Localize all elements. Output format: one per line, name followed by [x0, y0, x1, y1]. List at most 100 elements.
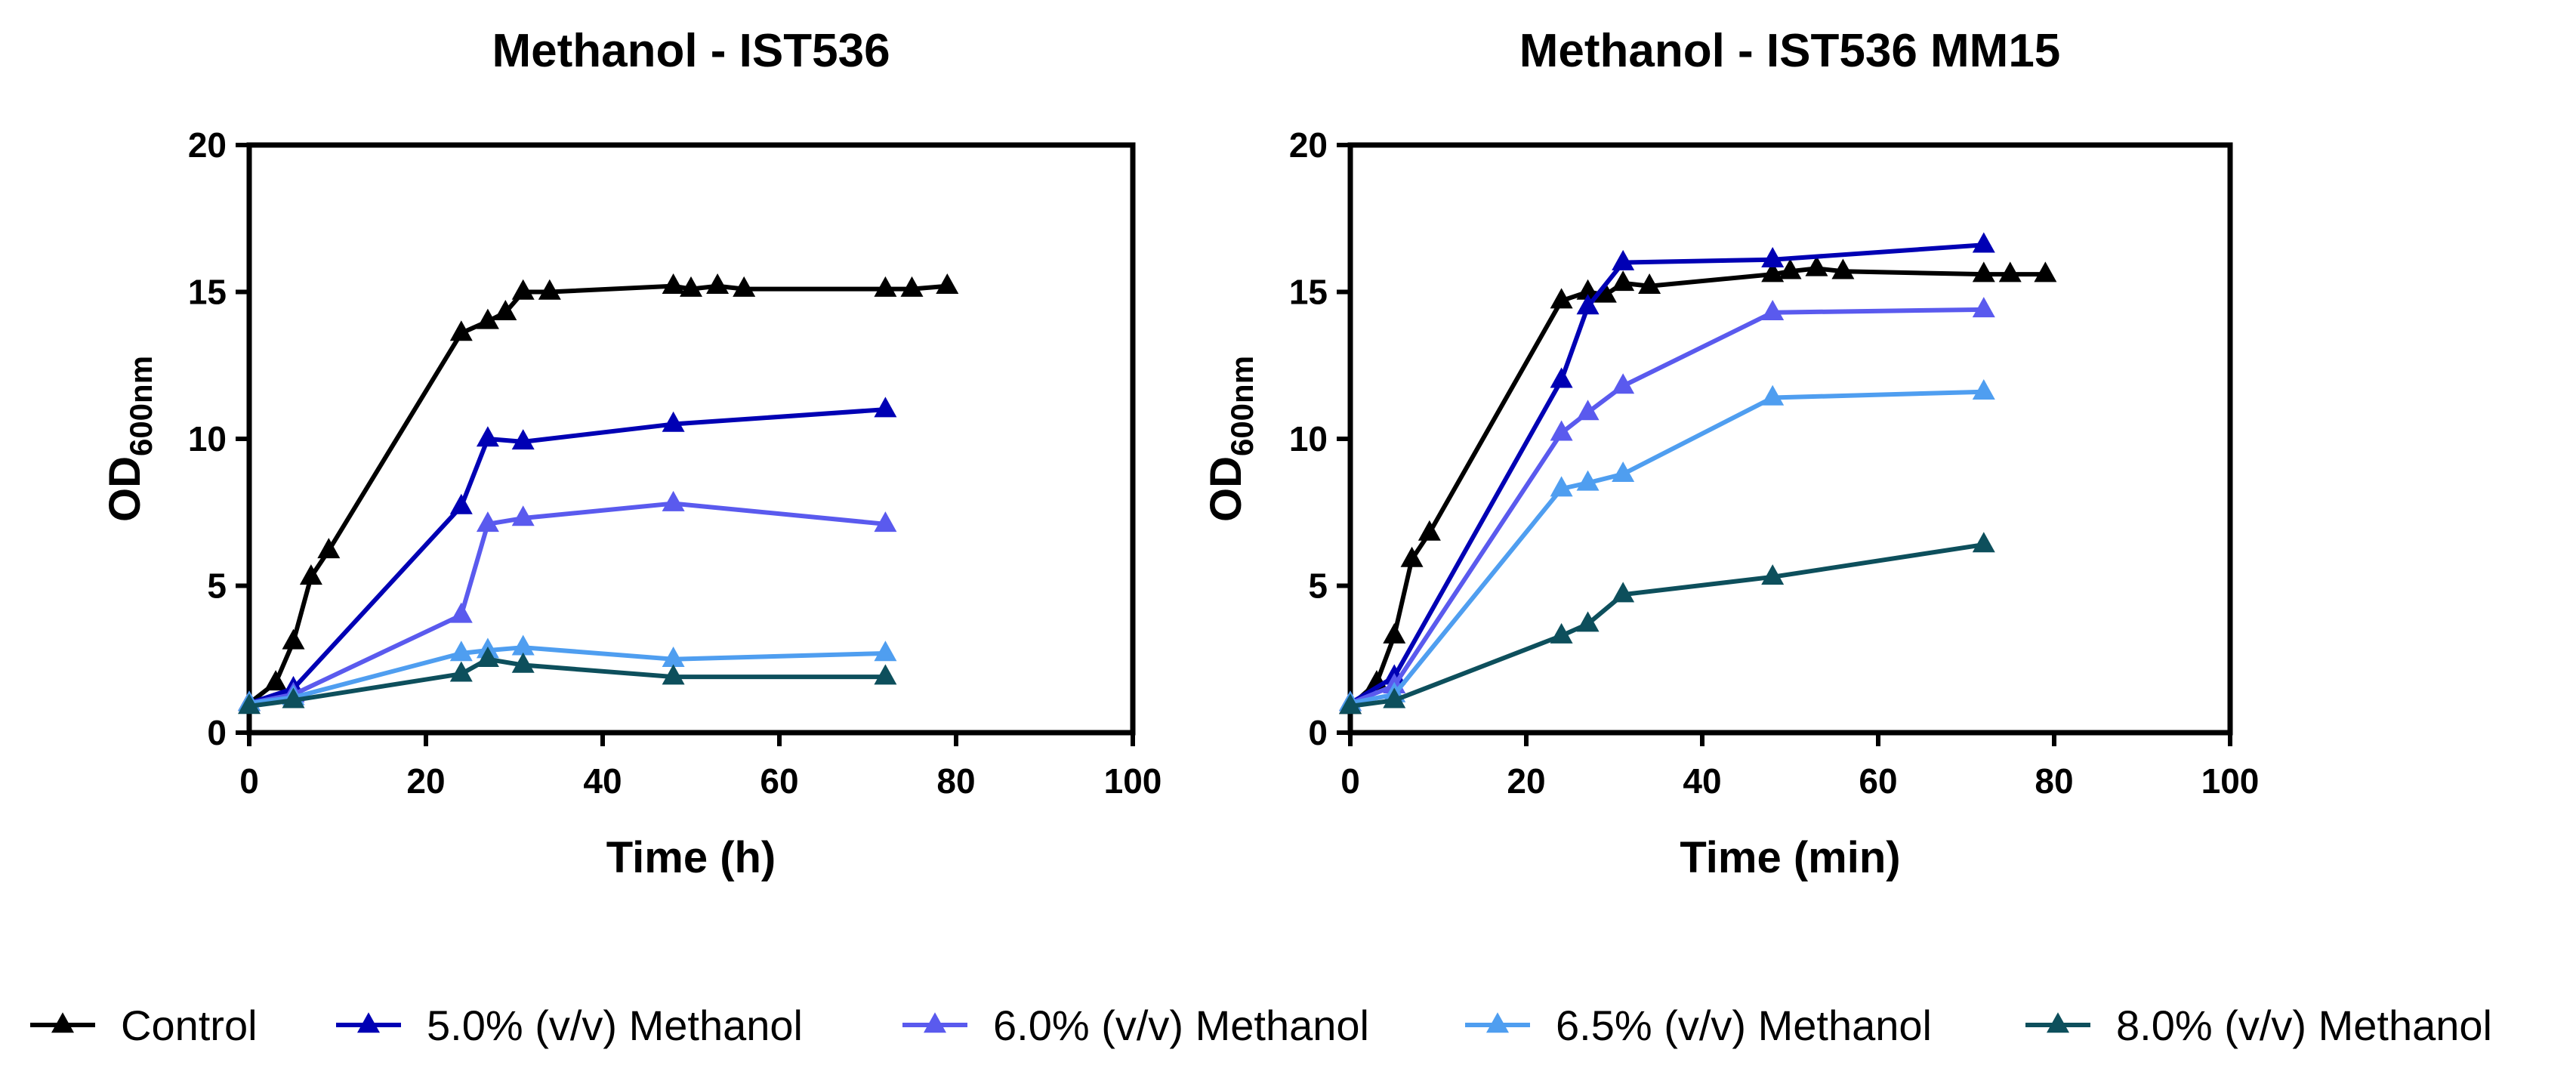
series-m60 — [1339, 297, 1995, 712]
data-point-control — [538, 279, 561, 300]
data-point-m60 — [1761, 299, 1785, 320]
y-tick-label: 0 — [1308, 713, 1328, 752]
data-point-m50 — [874, 397, 897, 418]
data-point-control — [680, 276, 702, 297]
data-point-m50 — [449, 493, 473, 514]
data-point-control — [494, 299, 517, 320]
data-point-m65 — [1550, 476, 1573, 497]
plot-frame — [246, 142, 1136, 736]
data-point-m65 — [511, 634, 535, 656]
y-tick-label: 10 — [1289, 419, 1328, 458]
data-point-m80 — [1761, 564, 1785, 585]
data-point-m65 — [1576, 470, 1600, 491]
data-point-m80 — [1383, 687, 1406, 708]
data-point-m80 — [282, 687, 305, 708]
y-axis-label: OD600nm — [100, 356, 159, 522]
chart-panel-ist536: Methanol - IST536 0 20 40 60 80 100 0 5 10 15 20 Tim… — [100, 25, 1162, 882]
data-point-m65 — [1612, 461, 1635, 482]
y-tick-label: 10 — [188, 419, 227, 458]
data-point-control — [1550, 288, 1573, 309]
data-point-m60 — [449, 602, 473, 623]
data-point-control — [1761, 261, 1785, 282]
series-m80 — [1339, 532, 1995, 715]
legend-marker — [1486, 1012, 1509, 1033]
series-line-control — [248, 283, 948, 705]
data-point-m60 — [1550, 420, 1573, 441]
series-m65 — [1339, 379, 1995, 712]
data-point-m80 — [1576, 611, 1600, 632]
data-point-control — [733, 276, 756, 297]
data-point-control — [706, 273, 730, 294]
data-point-control — [936, 273, 959, 294]
data-point-m80 — [1550, 622, 1573, 644]
data-point-m50 — [1550, 367, 1573, 388]
y-tick-label: 20 — [1289, 125, 1328, 165]
data-point-m65 — [662, 647, 685, 668]
data-point-m50 — [1972, 232, 1995, 253]
legend-label: 6.0% (v/v) Methanol — [993, 1002, 1369, 1049]
data-point-m50 — [1612, 249, 1635, 270]
legend-entry-m80: 8.0% (v/v) Methanol — [2025, 1002, 2492, 1049]
x-axis-label: Time (h) — [606, 833, 776, 882]
x-tick-label: 0 — [1340, 761, 1360, 801]
x-tick-label: 40 — [583, 761, 622, 801]
series-m80 — [238, 647, 897, 715]
x-tick-label: 40 — [1683, 761, 1721, 801]
data-point-control — [264, 670, 288, 691]
data-point-m50 — [511, 429, 535, 450]
data-point-m65 — [1761, 384, 1785, 406]
x-tick-label: 80 — [936, 761, 975, 801]
data-point-m80 — [662, 664, 685, 685]
data-point-control — [511, 279, 535, 300]
data-point-m50 — [1761, 246, 1785, 267]
data-point-control — [282, 628, 305, 650]
data-point-control — [1779, 258, 1802, 279]
data-point-m80 — [1612, 582, 1635, 603]
y-axis-label-subscript: 600nm — [123, 356, 159, 456]
data-point-m65 — [874, 641, 897, 662]
x-tick-label: 100 — [1104, 761, 1162, 801]
y-axis-label: OD600nm — [1202, 356, 1260, 522]
x-axis-label: Time (min) — [1680, 833, 1900, 882]
legend-entry-m65: 6.5% (v/v) Methanol — [1465, 1002, 1932, 1049]
data-point-control — [2034, 261, 2057, 282]
data-point-control — [1805, 255, 1828, 276]
data-point-control — [1831, 258, 1855, 279]
data-point-m80 — [511, 652, 535, 673]
data-point-control — [1400, 546, 1424, 567]
legend-marker — [51, 1012, 74, 1033]
data-point-control — [900, 276, 924, 297]
legend-marker — [924, 1012, 946, 1033]
data-point-control — [1972, 261, 1995, 282]
y-axis-label-subscript: 600nm — [1224, 356, 1260, 456]
data-point-m80 — [1339, 693, 1362, 715]
series-line-m80 — [1350, 542, 1985, 708]
series-line-control — [1349, 266, 2046, 708]
x-tick-label: 100 — [2201, 761, 2260, 801]
y-axis-label-main: OD — [1202, 456, 1251, 522]
data-point-control — [1593, 282, 1617, 303]
data-point-m60 — [1576, 400, 1600, 421]
data-point-m80 — [449, 661, 473, 682]
data-point-m80 — [476, 647, 499, 668]
series-line-m65 — [1350, 389, 1984, 706]
x-tick-label: 60 — [1859, 761, 1897, 801]
legend-label: 5.0% (v/v) Methanol — [427, 1002, 803, 1049]
data-point-control — [1383, 622, 1406, 644]
data-point-m50 — [662, 411, 685, 432]
legend-marker — [2047, 1012, 2069, 1033]
data-point-control — [476, 308, 499, 329]
data-point-control — [449, 320, 473, 341]
data-point-control — [299, 564, 322, 585]
data-point-m60 — [1612, 373, 1635, 394]
data-point-m80 — [874, 664, 897, 685]
data-point-m60 — [476, 511, 499, 532]
data-point-m60 — [511, 505, 535, 526]
x-tick-label: 20 — [406, 761, 445, 801]
data-point-control — [1418, 520, 1441, 541]
data-point-control — [662, 273, 685, 294]
data-point-control — [1612, 270, 1635, 292]
data-point-m60 — [1972, 297, 1995, 318]
y-tick-label: 20 — [188, 125, 227, 165]
